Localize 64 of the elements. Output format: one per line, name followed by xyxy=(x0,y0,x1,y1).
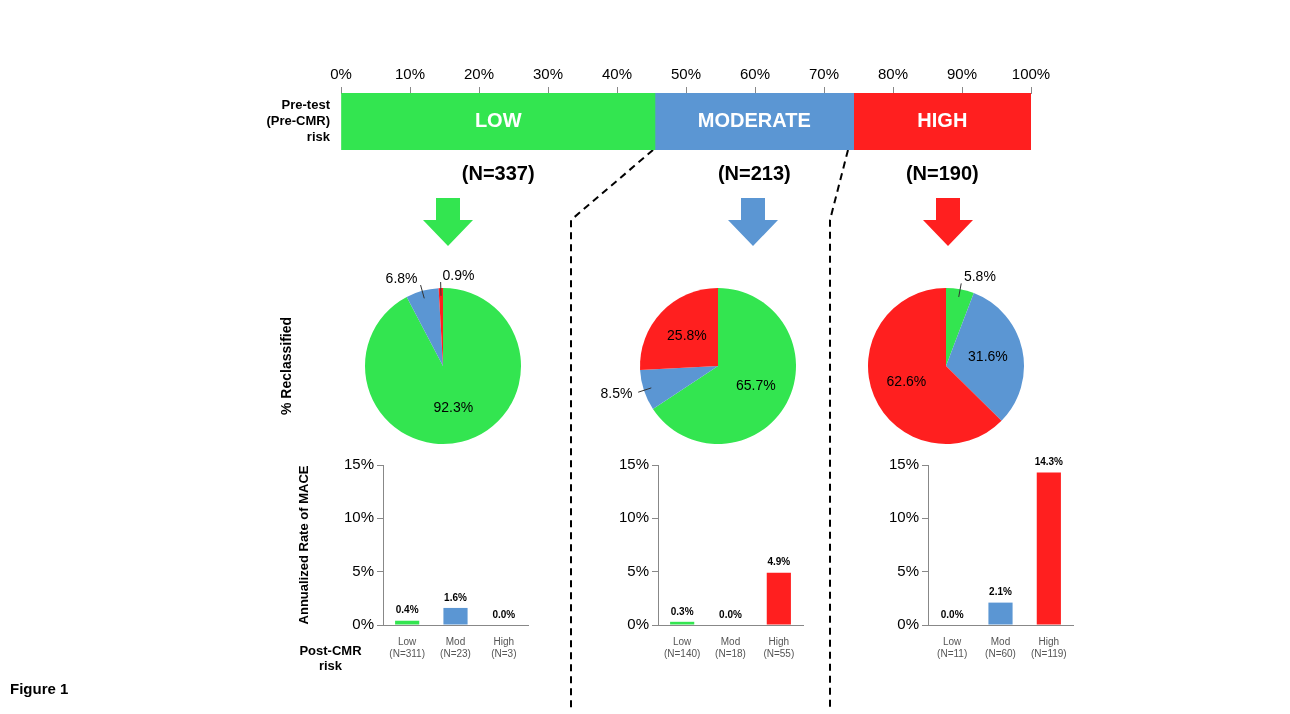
x-tick-label: 100% xyxy=(1011,65,1051,83)
x-tick-label: High (N=119) xyxy=(1031,635,1067,659)
data-label: 1.6% xyxy=(444,591,467,603)
y-tick-label: 0% xyxy=(352,615,374,633)
text: (N=337) xyxy=(461,161,535,184)
bar xyxy=(654,93,854,150)
x-tick-label: High (N=3) xyxy=(491,635,517,659)
y-tick-label: 5% xyxy=(627,561,649,579)
data-label: 65.7% xyxy=(735,377,776,394)
y-tick-label: 0% xyxy=(627,615,649,633)
data-label: 14.3% xyxy=(1034,456,1064,468)
y-tick-label: 10% xyxy=(888,508,919,526)
x-tick-label: Low (N=311) xyxy=(389,635,425,659)
data-label: 4.9% xyxy=(767,556,791,568)
x-tick-label: 80% xyxy=(877,65,909,83)
x-tick-label: 70% xyxy=(808,65,840,83)
x-tick-label: High (N=55) xyxy=(763,635,795,659)
bar xyxy=(853,93,1031,150)
y-tick-label: 10% xyxy=(343,508,374,526)
data-label: 31.6% xyxy=(968,347,1008,364)
y-tick-label: 5% xyxy=(897,561,919,579)
y-axis-title: Annualized Rate of MACE xyxy=(296,465,312,625)
y-tick-label: 15% xyxy=(343,455,374,473)
text: % Reclassified xyxy=(278,315,295,418)
x-tick-label: 60% xyxy=(739,65,771,83)
data-label: 8.5% xyxy=(600,384,633,401)
y-tick-label: 0% xyxy=(897,615,919,633)
x-tick-label: Low (N=140) xyxy=(663,635,701,659)
y-tick-label: 5% xyxy=(352,561,374,579)
data-label: 92.3% xyxy=(433,398,474,415)
data-label: 6.8% xyxy=(385,270,418,287)
x-tick-label: 30% xyxy=(532,65,564,83)
data-label: 2.1% xyxy=(989,586,1012,598)
x-tick-label: Low (N=11) xyxy=(937,635,968,659)
x-tick-label: 40% xyxy=(601,65,633,83)
y-tick-label: 10% xyxy=(618,508,649,526)
y-tick-label: Pre-test (Pre-CMR) risk xyxy=(266,97,331,144)
bar xyxy=(341,93,656,150)
caption: Figure 1 xyxy=(10,680,69,697)
x-tick-label: 10% xyxy=(394,65,426,83)
data-label: 5.8% xyxy=(963,268,996,285)
series-label: HIGH xyxy=(917,109,968,132)
x-tick-label: 90% xyxy=(946,65,978,83)
x-axis-title: Post-CMR risk xyxy=(298,643,363,673)
data-label: 0.9% xyxy=(442,266,475,283)
text: (N=190) xyxy=(905,161,979,184)
series-label: LOW xyxy=(474,109,522,132)
data-label: 62.6% xyxy=(886,373,927,390)
x-tick-label: Mod (N=23) xyxy=(440,635,471,659)
data-label: 0.4% xyxy=(395,604,419,616)
x-tick-label: Mod (N=18) xyxy=(715,635,746,659)
data-label: 0.0% xyxy=(940,608,964,620)
series-label: MODERATE xyxy=(697,109,811,132)
y-tick-label: 15% xyxy=(888,455,919,473)
x-tick-label: Mod (N=60) xyxy=(985,635,1016,659)
x-tick-label: 0% xyxy=(330,65,352,83)
y-tick-label: 15% xyxy=(618,455,649,473)
data-label: 0.0% xyxy=(492,608,516,620)
text: (N=213) xyxy=(717,161,791,184)
data-label: 25.8% xyxy=(667,327,707,344)
data-label: 0.0% xyxy=(719,608,742,620)
x-tick-label: 50% xyxy=(670,65,702,83)
x-tick-label: 20% xyxy=(463,65,495,83)
data-label: 0.3% xyxy=(670,605,694,617)
